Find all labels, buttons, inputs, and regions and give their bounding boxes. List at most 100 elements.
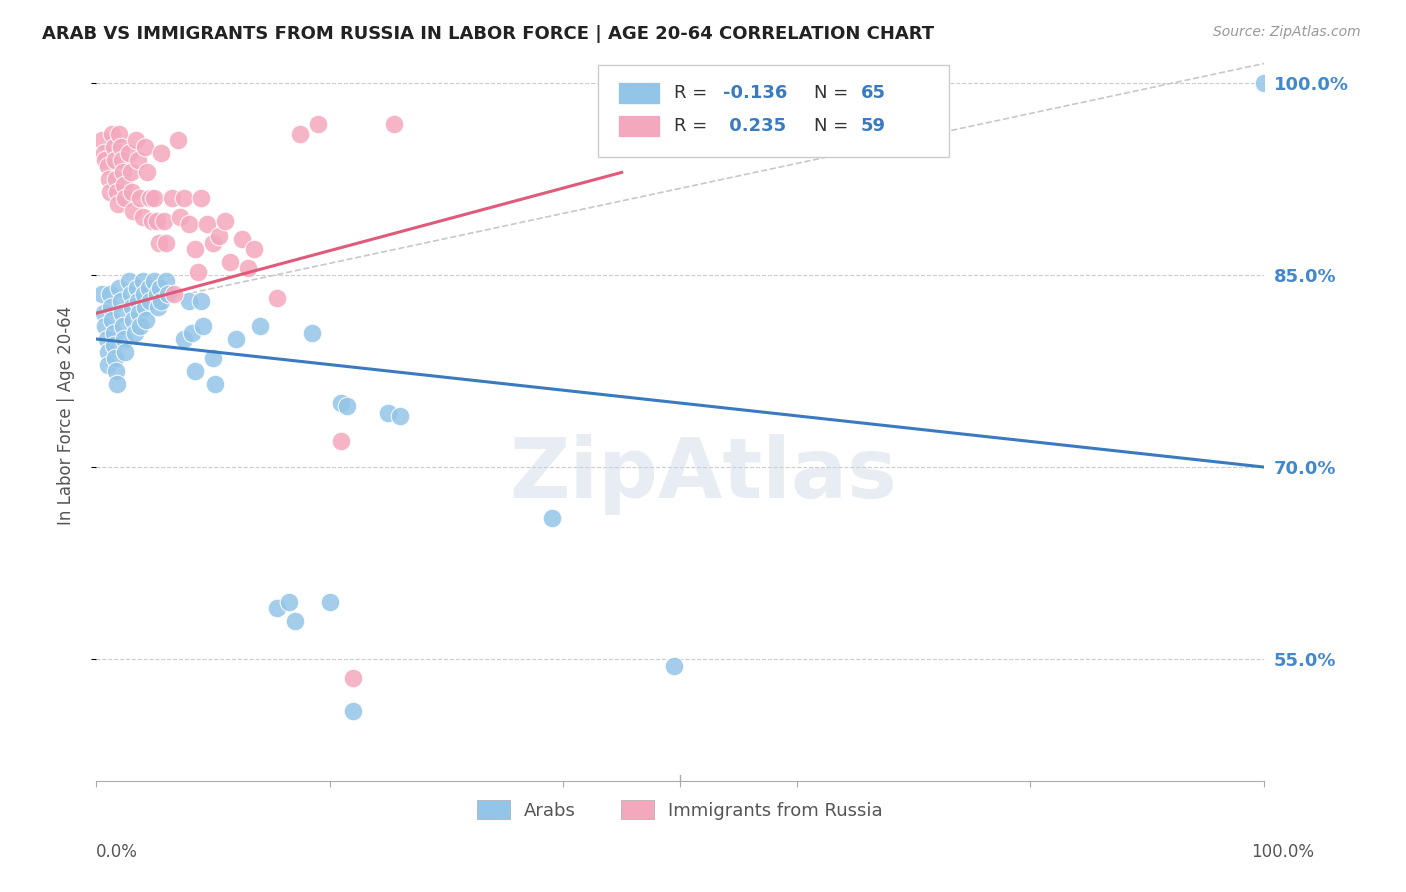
Point xyxy=(101,127,124,141)
Point xyxy=(179,293,201,308)
Point xyxy=(148,235,170,250)
Point xyxy=(382,117,405,131)
Text: N =: N = xyxy=(814,117,855,135)
Text: 0.0%: 0.0% xyxy=(96,843,138,861)
Point xyxy=(145,287,167,301)
Point xyxy=(155,235,177,250)
Point xyxy=(377,406,399,420)
Text: R =: R = xyxy=(675,117,713,135)
Point xyxy=(110,140,132,154)
Point xyxy=(307,117,329,131)
Point xyxy=(231,232,253,246)
Point xyxy=(98,287,121,301)
Point xyxy=(208,229,231,244)
Point xyxy=(122,203,145,218)
Point xyxy=(201,351,224,366)
Point xyxy=(111,153,134,167)
Point xyxy=(336,399,359,413)
Point xyxy=(105,376,128,391)
Bar xyxy=(619,115,661,136)
Text: 0.235: 0.235 xyxy=(723,117,786,135)
Point xyxy=(136,165,159,179)
Point xyxy=(242,242,264,256)
Point xyxy=(145,214,167,228)
Point xyxy=(121,300,143,314)
Point xyxy=(104,171,127,186)
Point xyxy=(1253,76,1275,90)
Point xyxy=(111,165,134,179)
Point xyxy=(97,358,120,372)
Text: 65: 65 xyxy=(860,84,886,102)
Point xyxy=(143,191,166,205)
Point xyxy=(97,159,120,173)
Point xyxy=(111,319,134,334)
Point xyxy=(388,409,411,423)
Point xyxy=(139,293,162,308)
Text: 100.0%: 100.0% xyxy=(1251,843,1315,861)
Point xyxy=(101,312,124,326)
Point xyxy=(143,274,166,288)
Point xyxy=(173,332,195,346)
Point xyxy=(93,146,115,161)
Point xyxy=(108,281,131,295)
Point xyxy=(127,153,149,167)
Text: R =: R = xyxy=(675,84,713,102)
Point xyxy=(179,217,201,231)
Point xyxy=(103,326,125,340)
Point xyxy=(114,191,136,205)
Point xyxy=(98,185,121,199)
FancyBboxPatch shape xyxy=(599,65,949,157)
Text: ARAB VS IMMIGRANTS FROM RUSSIA IN LABOR FORCE | AGE 20-64 CORRELATION CHART: ARAB VS IMMIGRANTS FROM RUSSIA IN LABOR … xyxy=(42,25,935,43)
Point xyxy=(124,326,146,340)
Point xyxy=(166,133,188,147)
Point xyxy=(112,178,135,193)
Text: ZipAtlas: ZipAtlas xyxy=(509,434,897,515)
Point xyxy=(195,217,218,231)
Text: -0.136: -0.136 xyxy=(723,84,787,102)
Point xyxy=(114,344,136,359)
Point xyxy=(150,146,173,161)
Point xyxy=(664,658,686,673)
Point xyxy=(134,140,156,154)
Point xyxy=(184,364,207,378)
Point xyxy=(277,594,299,608)
Point xyxy=(121,185,143,199)
Point xyxy=(266,601,288,615)
Point xyxy=(132,211,155,225)
Point xyxy=(135,312,157,326)
Point xyxy=(127,293,149,308)
Point xyxy=(129,319,152,334)
Point xyxy=(204,376,226,391)
Point xyxy=(90,133,112,147)
Point xyxy=(193,319,215,334)
Point xyxy=(110,293,132,308)
Point xyxy=(187,265,209,279)
Point xyxy=(97,171,120,186)
Point xyxy=(128,306,150,320)
Point xyxy=(90,287,112,301)
Point xyxy=(160,191,183,205)
Point xyxy=(155,274,177,288)
Text: 59: 59 xyxy=(860,117,886,135)
Point xyxy=(157,287,180,301)
Point xyxy=(120,287,142,301)
Point xyxy=(118,274,141,288)
Bar xyxy=(619,82,661,104)
Point xyxy=(342,704,364,718)
Point xyxy=(184,242,207,256)
Y-axis label: In Labor Force | Age 20-64: In Labor Force | Age 20-64 xyxy=(58,306,75,525)
Point xyxy=(97,344,120,359)
Point xyxy=(284,614,307,628)
Point xyxy=(219,255,242,269)
Point xyxy=(112,332,135,346)
Point xyxy=(236,261,259,276)
Point xyxy=(100,300,122,314)
Point xyxy=(93,306,115,320)
Point xyxy=(342,672,364,686)
Point xyxy=(122,312,145,326)
Point xyxy=(540,511,562,525)
Point xyxy=(266,291,288,305)
Point xyxy=(190,293,212,308)
Legend: Arabs, Immigrants from Russia: Arabs, Immigrants from Russia xyxy=(470,793,890,827)
Point xyxy=(108,127,131,141)
